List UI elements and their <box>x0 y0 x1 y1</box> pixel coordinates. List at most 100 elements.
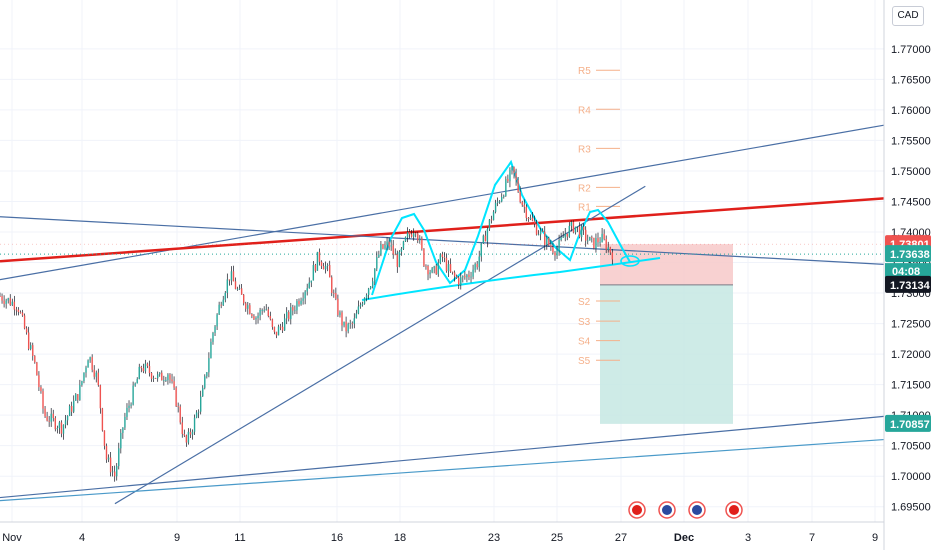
candle-body <box>392 245 394 255</box>
candle-body <box>46 416 48 421</box>
y-tick-label: 1.70500 <box>891 441 931 453</box>
x-tick-label: 18 <box>394 532 406 544</box>
candle-body <box>320 261 323 267</box>
candle-body <box>197 411 200 413</box>
candle-body <box>21 312 24 316</box>
candle-body <box>341 312 343 326</box>
candle-body <box>148 366 151 373</box>
candle-body <box>314 265 317 271</box>
flag-icon <box>662 505 672 515</box>
upper-channel <box>0 124 885 281</box>
candle-body <box>208 358 210 373</box>
candle-body <box>232 271 235 282</box>
event-flag-icon[interactable] <box>658 501 676 519</box>
candle-body <box>3 300 5 304</box>
candle-body <box>255 318 257 320</box>
candle-body <box>179 406 181 423</box>
candle-body <box>81 381 83 386</box>
candle-body <box>238 288 241 290</box>
candle-body <box>150 372 153 379</box>
candle-body <box>224 292 226 300</box>
candle-body <box>286 312 288 319</box>
candle-body <box>91 357 93 370</box>
candle-body <box>23 315 26 329</box>
candle-body <box>48 420 50 422</box>
candle-body <box>87 360 89 368</box>
candle-body <box>271 319 274 327</box>
candle-body <box>308 282 310 289</box>
candle-body <box>109 457 112 473</box>
candle-body <box>281 326 284 331</box>
candle-body <box>275 331 278 336</box>
candle-body <box>400 248 403 252</box>
candle-body <box>30 345 32 349</box>
target-zone <box>600 284 733 424</box>
candle-body <box>93 369 95 377</box>
candle-body <box>17 309 20 313</box>
pattern-outline <box>371 159 631 296</box>
event-flag-icon[interactable] <box>628 501 646 519</box>
candle-body <box>140 366 143 369</box>
countdown-bg <box>885 263 931 280</box>
candle-body <box>216 314 218 327</box>
candle-body <box>249 305 251 314</box>
candle-body <box>521 202 523 205</box>
x-tick-label: 16 <box>331 532 343 544</box>
candle-body <box>144 363 147 372</box>
y-tick-label: 1.76500 <box>891 74 931 86</box>
candle-body <box>191 431 194 435</box>
pivot-label-R3: R3 <box>578 144 591 155</box>
candle-body <box>550 245 552 248</box>
currency-label[interactable]: CAD <box>892 6 924 26</box>
candle-body <box>607 247 609 250</box>
candle-body <box>56 428 59 430</box>
candle-body <box>195 412 198 418</box>
candle-body <box>163 380 165 382</box>
candle-body <box>445 257 448 272</box>
candle-body <box>505 179 507 196</box>
candle-body <box>101 408 104 431</box>
candle-body <box>464 276 466 278</box>
time-axis[interactable]: Nov 4 9 11 16 18 23 25 27 Dec 3 7 9 <box>0 521 884 544</box>
candle-body <box>228 279 231 281</box>
candle-body <box>478 256 480 268</box>
candle-body <box>443 257 446 258</box>
pivot-label-S3: S3 <box>578 317 591 328</box>
candle-body <box>554 252 556 256</box>
candle-body <box>572 221 575 233</box>
candle-body <box>34 355 36 363</box>
candle-body <box>103 430 106 446</box>
pivot-label-R1: R1 <box>578 202 591 213</box>
event-flag-icon[interactable] <box>725 501 743 519</box>
candle-body <box>363 298 366 304</box>
position-tool[interactable] <box>600 244 733 424</box>
candle-body <box>38 375 40 388</box>
flag-icon <box>729 505 739 515</box>
candle-body <box>253 316 255 320</box>
candle-body <box>214 326 216 333</box>
candle-body <box>177 406 179 407</box>
head-shoulders-drawing[interactable] <box>361 159 661 301</box>
candle-body <box>322 266 325 270</box>
candle-body <box>460 277 462 286</box>
pivot-label-S2: S2 <box>578 297 591 308</box>
candle-body <box>40 387 42 392</box>
candle-body <box>599 242 601 243</box>
candle-body <box>130 404 132 406</box>
candle-body <box>161 372 163 381</box>
event-flag-icon[interactable] <box>688 501 706 519</box>
candle-body <box>230 271 233 281</box>
pivot-label-R5: R5 <box>578 66 591 77</box>
x-tick-label: 25 <box>551 532 563 544</box>
y-tick-label: 1.75000 <box>891 166 931 178</box>
candle-body <box>132 385 134 405</box>
candle-body <box>609 247 611 253</box>
candle-body <box>380 244 382 255</box>
economic-events[interactable] <box>628 501 743 519</box>
trend-lines[interactable] <box>0 124 885 505</box>
candle-body <box>519 191 521 203</box>
candle-body <box>193 417 196 432</box>
candle-body <box>263 309 265 311</box>
